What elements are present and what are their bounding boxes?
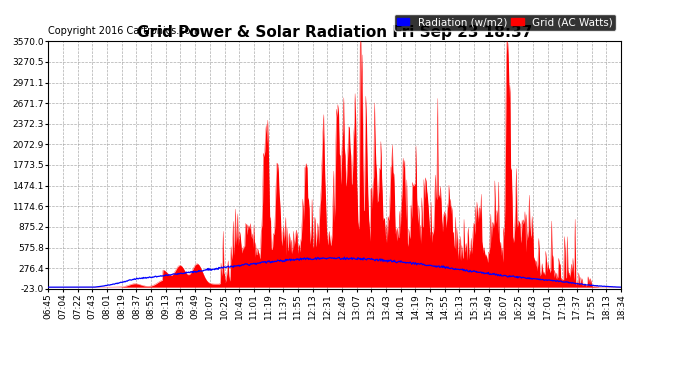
Legend: Radiation (w/m2), Grid (AC Watts): Radiation (w/m2), Grid (AC Watts) — [393, 14, 615, 30]
Text: Copyright 2016 Cartronics.com: Copyright 2016 Cartronics.com — [48, 26, 200, 36]
Title: Grid Power & Solar Radiation Fri Sep 23 18:37: Grid Power & Solar Radiation Fri Sep 23 … — [137, 25, 533, 40]
